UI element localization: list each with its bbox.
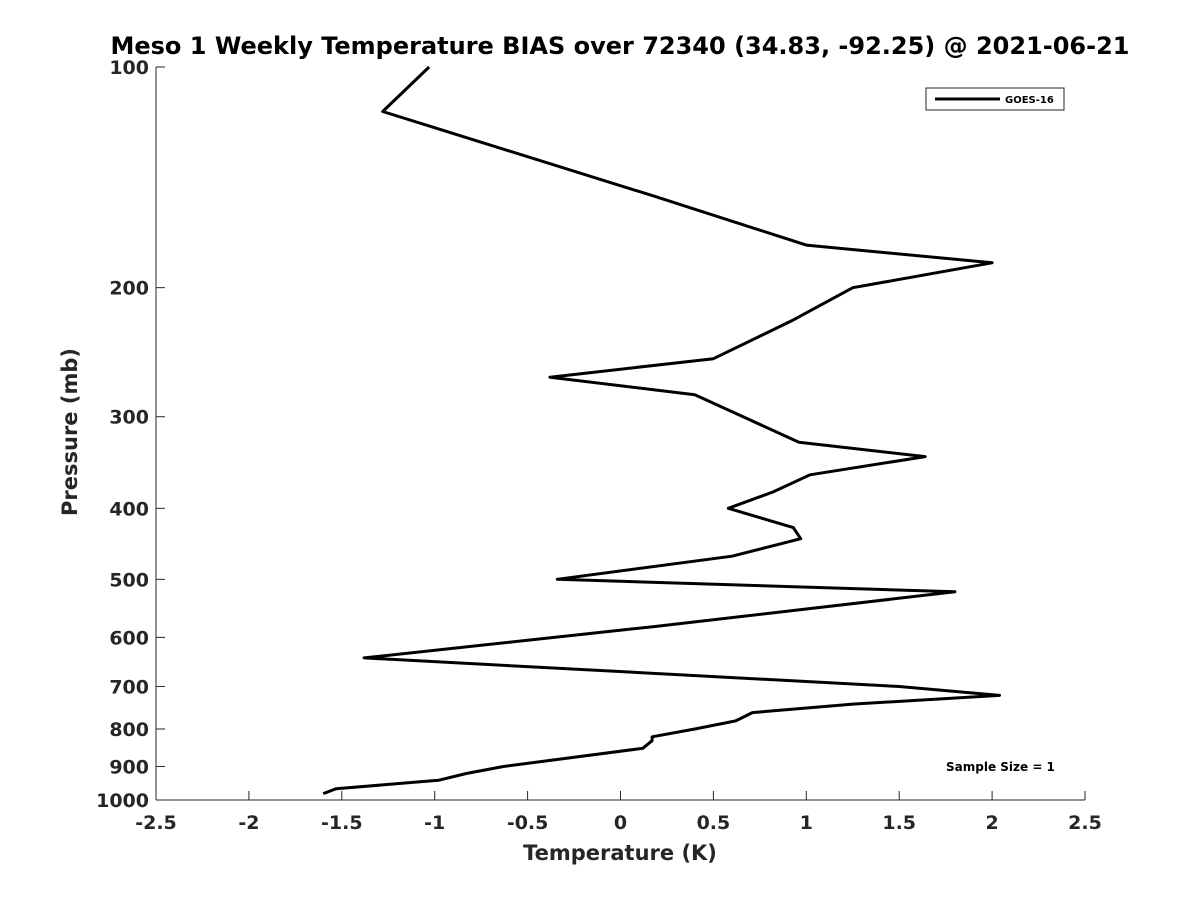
x-tick-label: 0.5 xyxy=(697,812,731,834)
x-tick-label: 0 xyxy=(614,812,627,834)
plot-area: -2.5 -2 -1.5 -1 -0.5 0 0.5 1 1.5 2 2.5 100 200 300 40… xyxy=(96,57,1102,834)
x-tick-label: -1.5 xyxy=(321,812,363,834)
y-tick-label: 400 xyxy=(109,498,149,520)
y-tick-label: 600 xyxy=(109,627,149,649)
legend: GOES-16 xyxy=(925,87,1065,111)
chart-title: Meso 1 Weekly Temperature BIAS over 7234… xyxy=(110,32,1129,60)
x-tick-label: -0.5 xyxy=(507,812,549,834)
x-tick-label: 2 xyxy=(985,812,998,834)
y-tick-label: 700 xyxy=(109,676,149,698)
x-tick-label: 1.5 xyxy=(882,812,916,834)
y-tick-label: 800 xyxy=(109,719,149,741)
x-tick-label: 2.5 xyxy=(1068,812,1102,834)
series-layer xyxy=(322,65,1001,796)
y-tick-label: 500 xyxy=(109,569,149,591)
y-tick-label: 100 xyxy=(109,57,149,79)
legend-label-goes-16: GOES-16 xyxy=(1005,95,1054,106)
y-tick-label: 200 xyxy=(109,278,149,300)
series-line-goes-16 xyxy=(322,65,1001,796)
y-ticks: 100 200 300 400 500 600 700 800 900 1000 xyxy=(96,57,165,812)
sample-size-note: Sample Size = 1 xyxy=(946,760,1055,774)
x-axis-label: Temperature (K) xyxy=(523,841,717,865)
x-tick-label: -1 xyxy=(424,812,445,834)
x-tick-label: -2.5 xyxy=(135,812,177,834)
y-tick-label: 1000 xyxy=(96,790,149,812)
y-tick-label: 300 xyxy=(109,407,149,429)
y-axis-label: Pressure (mb) xyxy=(58,348,82,516)
x-tick-label: -2 xyxy=(238,812,259,834)
y-tick-label: 900 xyxy=(109,756,149,778)
x-ticks: -2.5 -2 -1.5 -1 -0.5 0 0.5 1 1.5 2 2.5 xyxy=(135,791,1102,834)
x-tick-label: 1 xyxy=(800,812,813,834)
